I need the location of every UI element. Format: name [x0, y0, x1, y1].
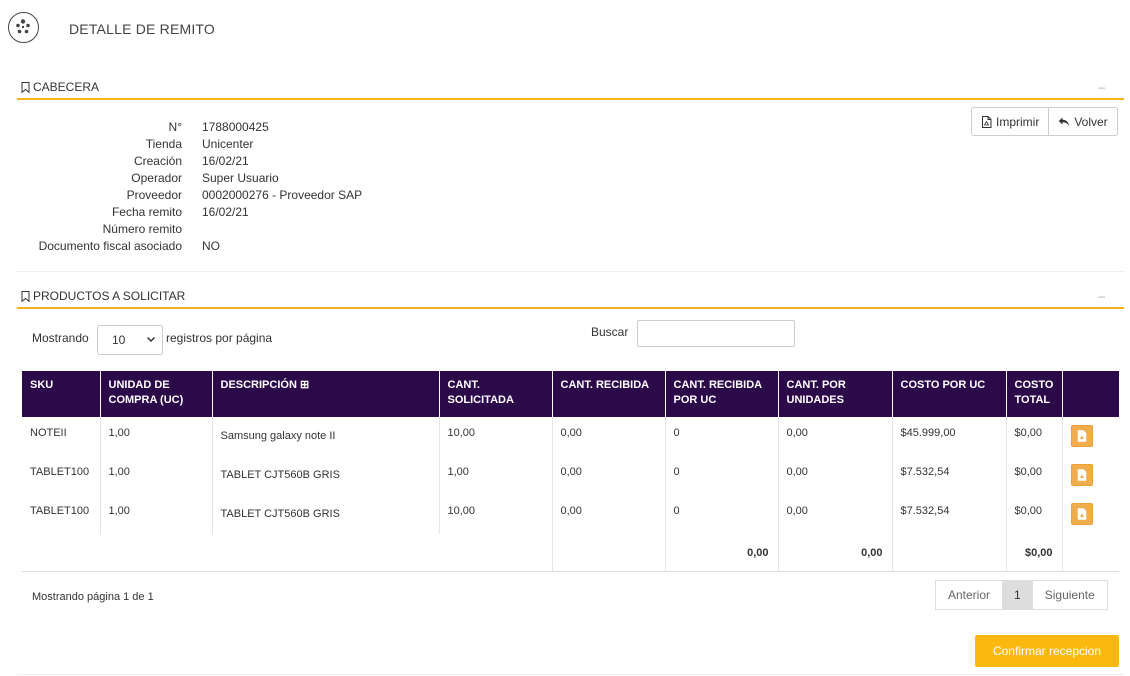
search-input[interactable] — [637, 320, 795, 347]
next-page-button[interactable]: Siguiente — [1032, 580, 1108, 610]
pdf-button[interactable] — [1070, 464, 1093, 486]
section-title: CABECERA — [33, 80, 100, 94]
total-unidades: 0,00 — [778, 534, 893, 571]
per-page-label: registros por página — [166, 331, 273, 345]
logo-icon[interactable] — [8, 12, 39, 43]
info-row: Creación 16/02/21 — [133, 153, 249, 168]
pdf-button[interactable] — [1070, 425, 1093, 447]
pdf-file-icon — [982, 115, 992, 128]
chevron-down-icon — [146, 336, 156, 343]
totals-row: 0,00 0,00 $0,00 — [22, 534, 1119, 571]
col-cant-recibida[interactable]: CANT. RECIBIDA — [552, 371, 666, 417]
pagination-info: Mostrando página 1 de 1 — [32, 591, 154, 603]
pagination: Anterior 1 Siguiente — [935, 580, 1108, 610]
back-button[interactable]: Volver — [1049, 107, 1118, 136]
total-costo: $0,00 — [1006, 534, 1063, 571]
section-header-cabecera: CABECERA – — [17, 78, 1124, 100]
info-row: Número remito — [102, 221, 182, 236]
pdf-file-icon — [1077, 469, 1086, 481]
col-cant-unidades[interactable]: CANT. POR UNIDADES — [778, 371, 893, 417]
showing-label: Mostrando — [32, 331, 89, 345]
divider — [17, 674, 1124, 675]
collapse-button[interactable]: – — [1098, 80, 1105, 94]
total-recibida-uc: 0,00 — [665, 534, 779, 571]
info-row: Operador Super Usuario — [131, 170, 279, 185]
bookmark-icon — [21, 81, 30, 93]
col-costo-total[interactable]: COSTO TOTAL — [1006, 371, 1063, 417]
pdf-file-icon — [1077, 430, 1086, 442]
page-size-select[interactable]: 10 — [97, 325, 163, 355]
remito-info: N° 1788000425 Tienda Unicenter Creación 16/… — [20, 118, 363, 254]
table-header-row: SKU UNIDAD DE COMPRA (UC) DESCRIPCIÓN ⊞ … — [22, 371, 1119, 417]
prev-page-button[interactable]: Anterior — [935, 580, 1004, 610]
col-sku[interactable]: SKU — [22, 371, 101, 417]
action-buttons: Imprimir Volver — [971, 107, 1118, 136]
divider — [17, 271, 1124, 272]
table-row: NOTEII 1,00 Samsung galaxy note II 10,00… — [22, 417, 1119, 456]
confirm-reception-button[interactable]: Confirmar recepcion — [975, 635, 1119, 667]
collapse-button[interactable]: – — [1098, 289, 1105, 303]
info-row: Documento fiscal asociado NO — [38, 238, 220, 253]
info-row: Fecha remito 16/02/21 — [111, 204, 249, 219]
expand-icon[interactable]: ⊞ — [299, 379, 310, 391]
info-row: Proveedor 0002000276 - Proveedor SAP — [126, 187, 363, 202]
col-descripcion[interactable]: DESCRIPCIÓN ⊞ — [212, 371, 440, 417]
col-cant-recibida-uc[interactable]: CANT. RECIBIDA POR UC — [665, 371, 779, 417]
search-label: Buscar — [591, 325, 629, 339]
info-row: Tienda Unicenter — [145, 136, 254, 151]
reply-icon — [1059, 117, 1070, 126]
col-costo-uc[interactable]: COSTO POR UC — [892, 371, 1007, 417]
pdf-file-icon — [1077, 508, 1086, 520]
bookmark-icon — [21, 290, 30, 302]
col-cant-solicitada[interactable]: CANT. SOLICITADA — [439, 371, 553, 417]
page-1-button[interactable]: 1 — [1003, 580, 1033, 610]
table-row: TABLET100 1,00 TABLET CJT560B GRIS 10,00… — [22, 495, 1119, 534]
section-header-productos: PRODUCTOS A SOLICITAR – — [17, 287, 1124, 309]
products-table: SKU UNIDAD DE COMPRA (UC) DESCRIPCIÓN ⊞ … — [22, 371, 1119, 571]
table-row: TABLET100 1,00 TABLET CJT560B GRIS 1,00 … — [22, 456, 1119, 495]
divider — [22, 571, 1119, 572]
pdf-button[interactable] — [1070, 503, 1093, 525]
page-title: DETALLE DE REMITO — [69, 21, 216, 37]
col-actions — [1062, 371, 1119, 417]
section-title: PRODUCTOS A SOLICITAR — [33, 289, 186, 303]
info-row: N° 1788000425 — [168, 119, 269, 134]
print-button[interactable]: Imprimir — [971, 107, 1050, 136]
col-unidad-compra[interactable]: UNIDAD DE COMPRA (UC) — [100, 371, 213, 417]
